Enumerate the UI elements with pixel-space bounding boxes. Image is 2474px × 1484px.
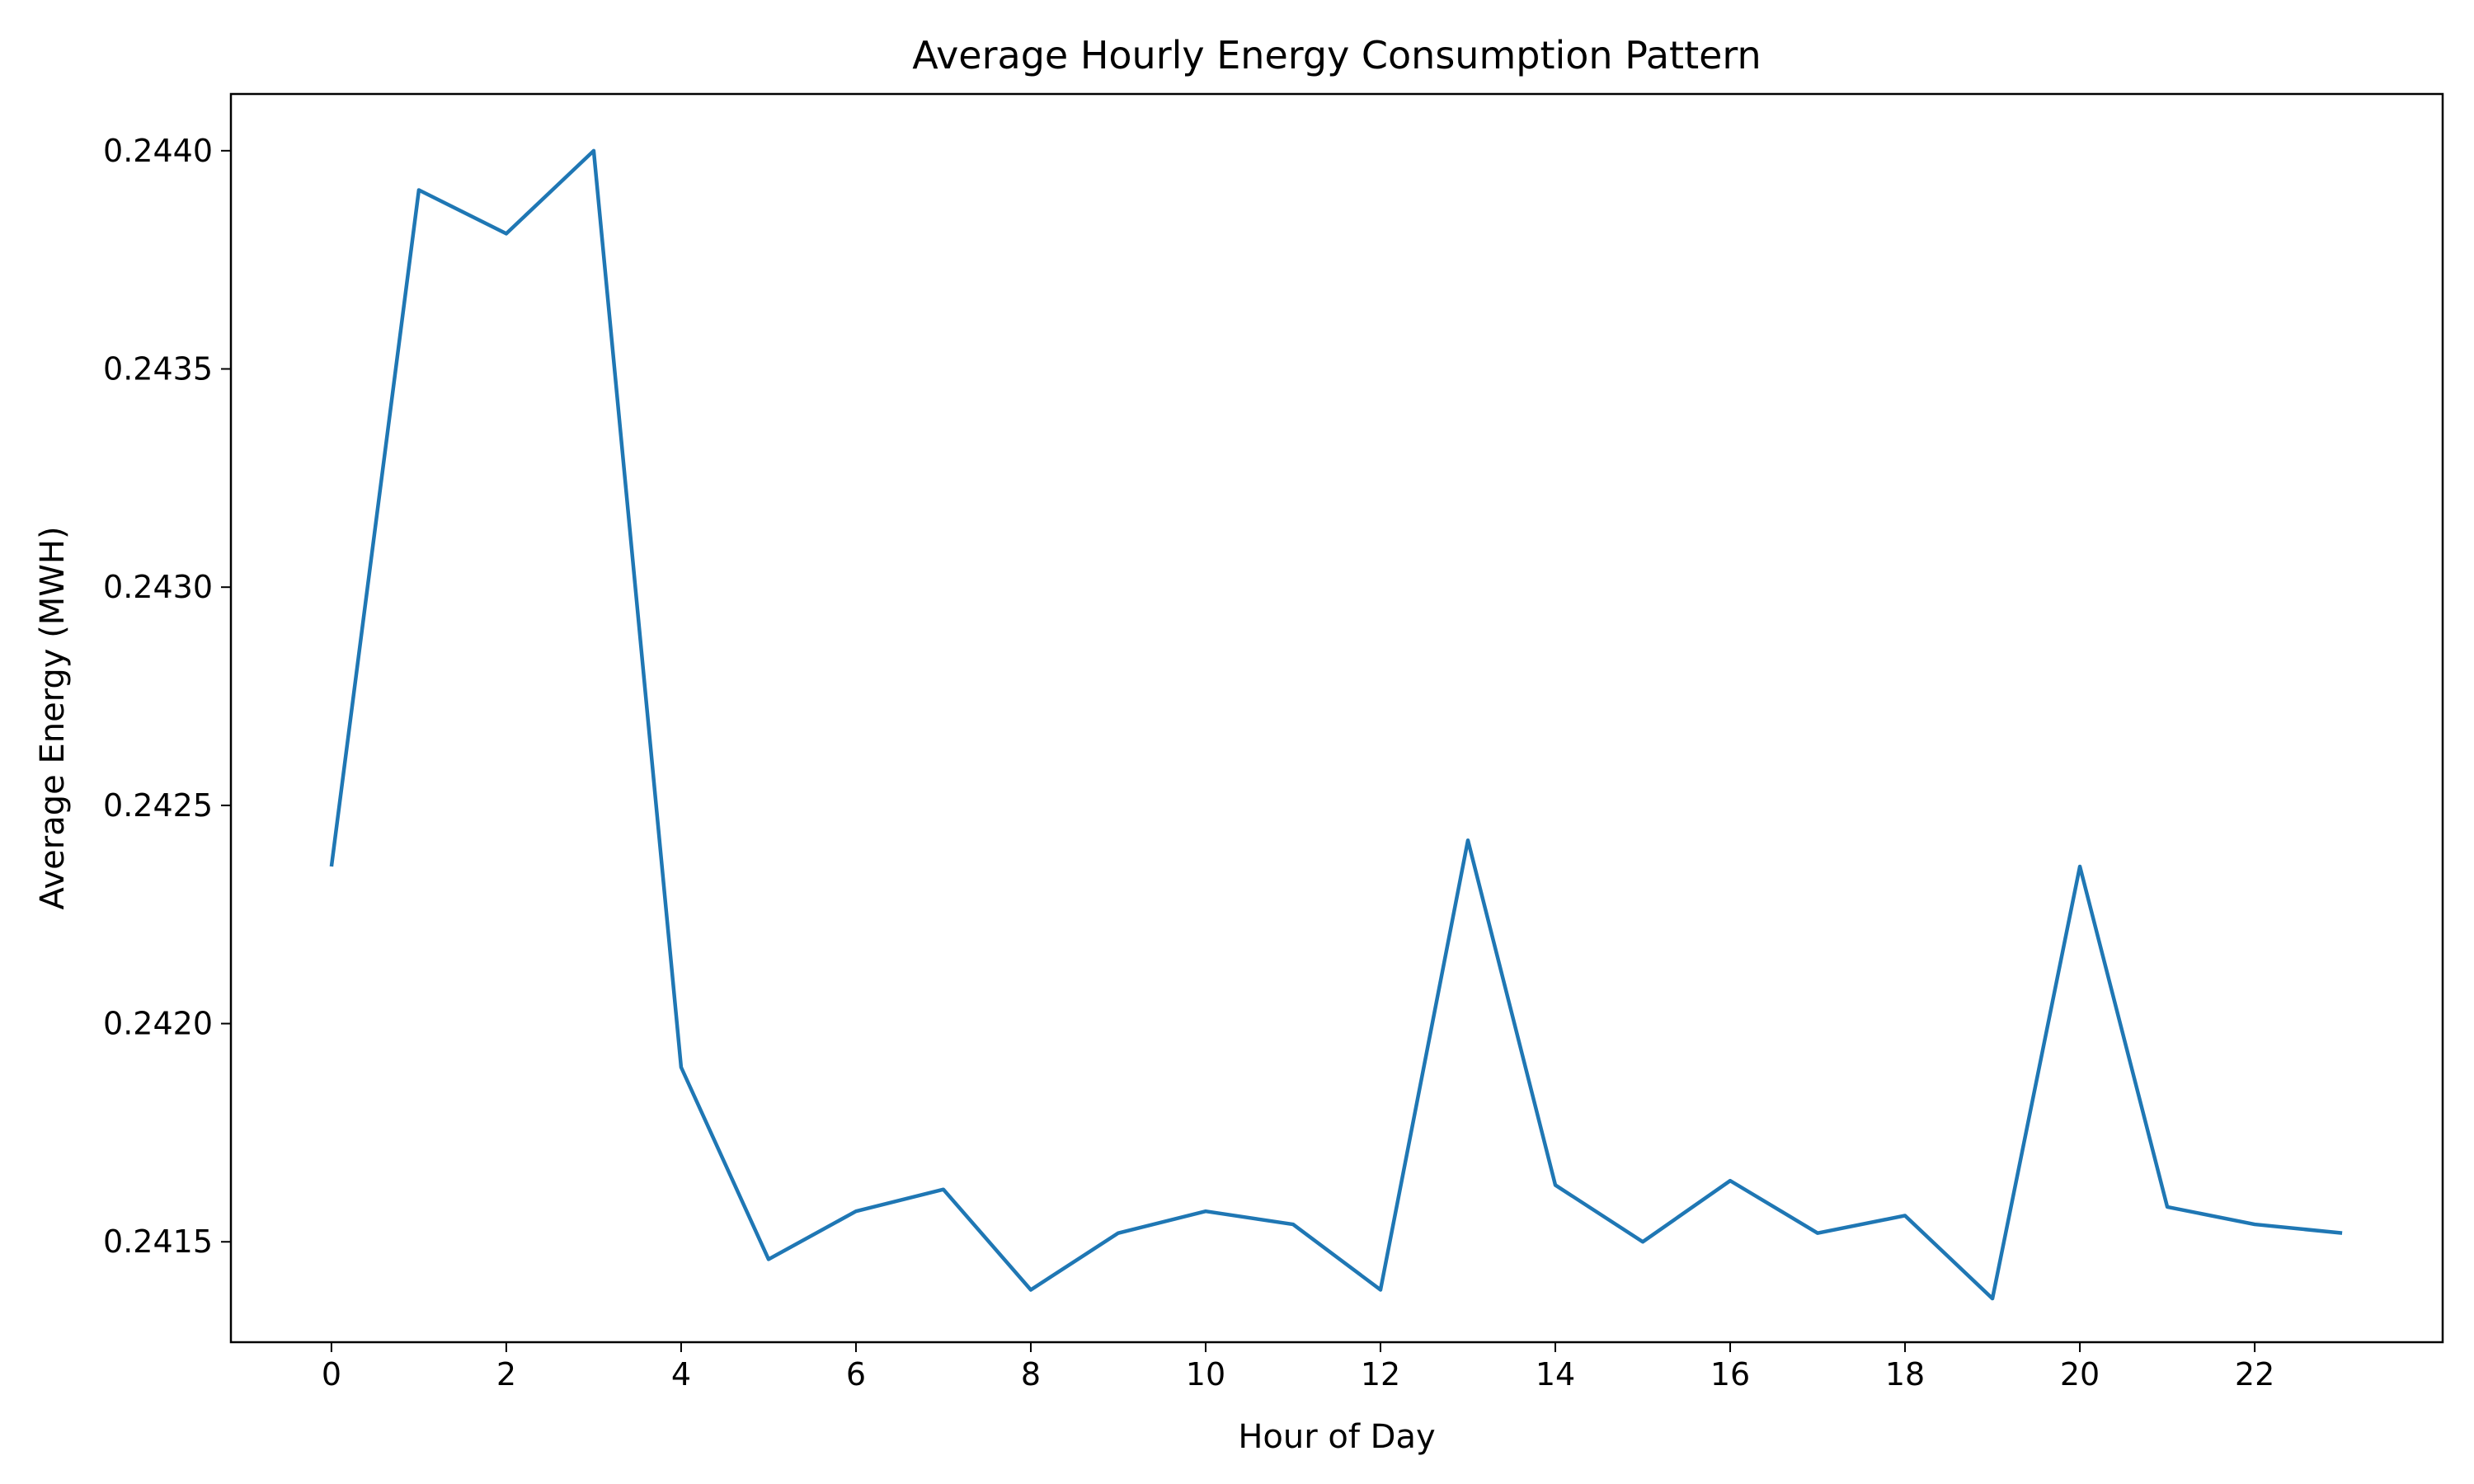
y-tick-label: 0.2430 (103, 569, 213, 605)
data-point (1028, 1287, 1033, 1292)
series-layer (329, 148, 2345, 1301)
data-point (1465, 838, 1470, 843)
x-tick-label: 10 (1186, 1356, 1225, 1392)
x-tick-label: 8 (1021, 1356, 1041, 1392)
data-point (2077, 864, 2082, 869)
data-point (416, 187, 421, 192)
data-point (941, 1187, 946, 1192)
data-point (1378, 1287, 1383, 1292)
data-point (504, 231, 509, 236)
data-point (591, 148, 596, 153)
x-tick-label: 2 (496, 1356, 516, 1392)
data-point (2340, 1231, 2345, 1236)
y-axis-ticks: 0.2415 0.2420 0.2425 0.2430 0.2435 0.2440 (103, 133, 231, 1260)
series-line (329, 148, 2343, 1301)
x-tick-label: 22 (2235, 1356, 2274, 1392)
data-point (329, 864, 334, 869)
data-point (1203, 1209, 1208, 1214)
x-tick-label: 18 (1885, 1356, 1925, 1392)
data-point (2165, 1205, 2170, 1209)
data-point (1116, 1231, 1121, 1236)
x-tick-label: 20 (2060, 1356, 2100, 1392)
x-axis-label: Hour of Day (1238, 1418, 1435, 1456)
x-tick-label: 0 (322, 1356, 341, 1392)
data-point (766, 1256, 771, 1261)
y-tick-label: 0.2435 (103, 351, 213, 387)
data-point (1640, 1239, 1645, 1244)
data-point (1553, 1182, 1558, 1187)
x-tick-label: 4 (671, 1356, 691, 1392)
data-point (854, 1209, 858, 1214)
x-tick-label: 16 (1710, 1356, 1750, 1392)
y-axis-label: Average Energy (MWH) (34, 526, 72, 909)
data-point (1291, 1222, 1296, 1227)
y-tick-label: 0.2415 (103, 1223, 213, 1260)
data-point (1903, 1213, 1907, 1218)
chart-title: Average Hourly Energy Consumption Patter… (912, 33, 1761, 77)
data-point (1990, 1296, 1995, 1301)
data-point (1815, 1231, 1820, 1236)
x-tick-label: 12 (1361, 1356, 1400, 1392)
x-tick-label: 14 (1536, 1356, 1575, 1392)
y-tick-label: 0.2425 (103, 787, 213, 824)
data-point (2252, 1222, 2257, 1227)
x-tick-label: 6 (846, 1356, 866, 1392)
y-tick-label: 0.2440 (103, 133, 213, 169)
data-point (1728, 1178, 1733, 1183)
plot-area-frame (229, 92, 2444, 1344)
y-tick-label: 0.2420 (103, 1006, 213, 1042)
x-axis-ticks: 0 2 4 6 8 10 12 14 16 18 20 22 (322, 1342, 2274, 1392)
data-point (679, 1064, 684, 1069)
